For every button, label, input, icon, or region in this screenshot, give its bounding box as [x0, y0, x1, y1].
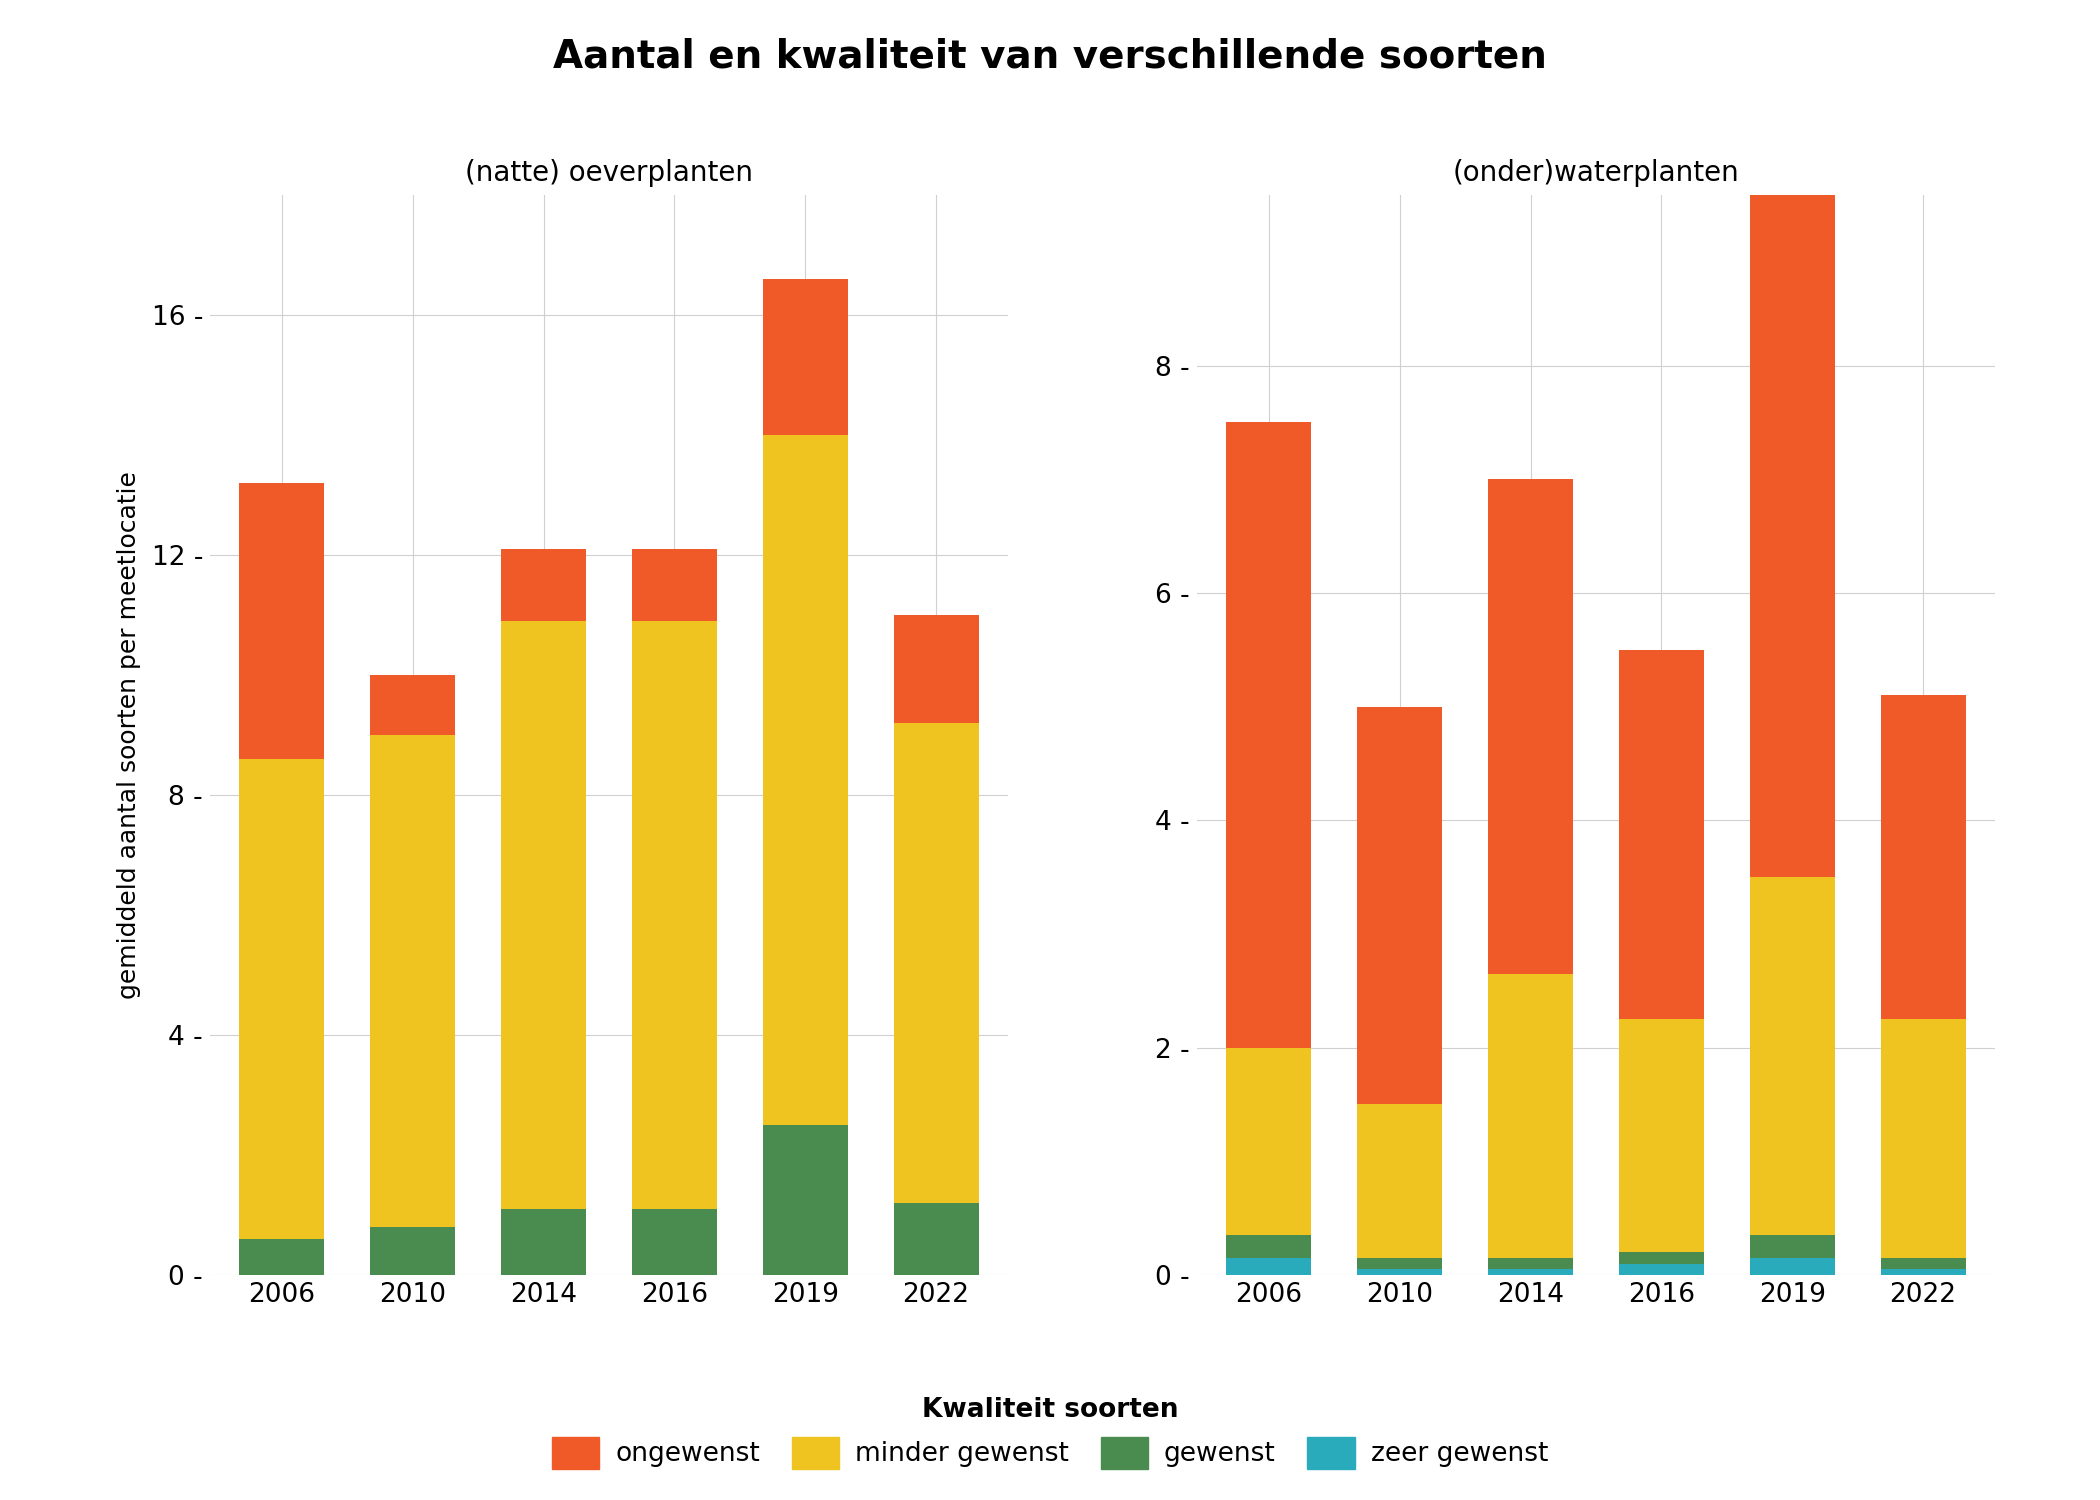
Bar: [239, 759, 326, 1239]
Bar: [370, 735, 456, 1227]
Bar: [762, 279, 848, 435]
Bar: [1489, 478, 1573, 974]
Bar: [1880, 694, 1966, 1018]
Bar: [1357, 1269, 1443, 1275]
Bar: [632, 1209, 716, 1275]
Bar: [1226, 423, 1312, 1047]
Text: Aantal en kwaliteit van verschillende soorten: Aantal en kwaliteit van verschillende so…: [552, 38, 1548, 75]
Legend: ongewenst, minder gewenst, gewenst, zeer gewenst: ongewenst, minder gewenst, gewenst, zeer…: [542, 1388, 1558, 1479]
Bar: [1619, 1252, 1703, 1263]
Bar: [370, 1227, 456, 1275]
Bar: [1619, 650, 1703, 1018]
Bar: [1357, 1104, 1443, 1258]
Bar: [502, 549, 586, 621]
Bar: [1226, 1258, 1312, 1275]
Bar: [1619, 1019, 1703, 1252]
Title: (natte) oeverplanten: (natte) oeverplanten: [464, 159, 754, 188]
Bar: [1749, 1258, 1835, 1275]
Bar: [892, 723, 979, 1203]
Bar: [239, 1239, 326, 1275]
Bar: [1880, 1258, 1966, 1269]
Bar: [502, 1209, 586, 1275]
Bar: [370, 675, 456, 735]
Bar: [1619, 1263, 1703, 1275]
Bar: [1357, 706, 1443, 1104]
Bar: [892, 615, 979, 723]
Bar: [762, 435, 848, 1125]
Bar: [1357, 1258, 1443, 1269]
Bar: [1880, 1019, 1966, 1258]
Bar: [1489, 1269, 1573, 1275]
Bar: [1749, 1234, 1835, 1258]
Bar: [1226, 1047, 1312, 1234]
Y-axis label: gemiddeld aantal soorten per meetlocatie: gemiddeld aantal soorten per meetlocatie: [118, 471, 141, 999]
Bar: [239, 483, 326, 759]
Bar: [632, 621, 716, 1209]
Bar: [1880, 1269, 1966, 1275]
Bar: [1489, 974, 1573, 1258]
Bar: [1749, 878, 1835, 1234]
Bar: [502, 621, 586, 1209]
Bar: [632, 549, 716, 621]
Bar: [892, 1203, 979, 1275]
Bar: [1226, 1234, 1312, 1258]
Bar: [1749, 0, 1835, 878]
Bar: [762, 1125, 848, 1275]
Title: (onder)waterplanten: (onder)waterplanten: [1453, 159, 1739, 188]
Bar: [1489, 1258, 1573, 1269]
